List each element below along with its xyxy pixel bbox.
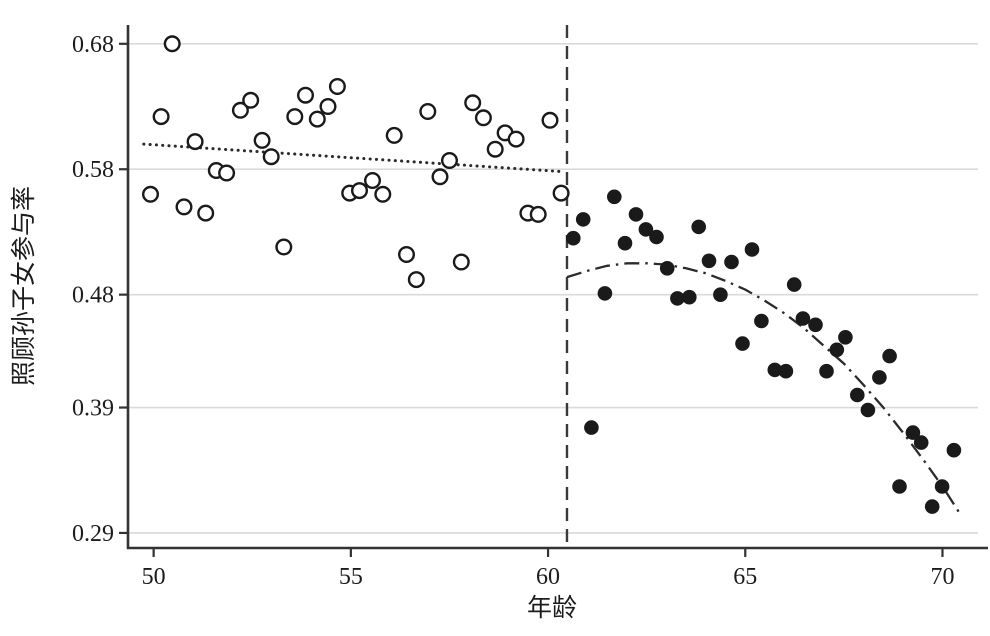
data-point-filled [795, 311, 811, 326]
data-point-open [297, 86, 315, 104]
data-point-filled [778, 363, 794, 379]
data-point-filled [819, 363, 834, 379]
data-point-filled [691, 219, 706, 235]
data-point-open [351, 182, 369, 200]
data-point-filled [575, 212, 591, 227]
data-point-filled [829, 342, 845, 358]
data-point-filled [597, 286, 613, 301]
y-tick-label: 0.29 [72, 521, 114, 547]
data-point-open [385, 126, 403, 144]
data-point-open [275, 238, 293, 256]
data-point-open [253, 131, 271, 149]
data-point-open [529, 205, 547, 223]
data-point-filled [934, 479, 950, 494]
y-tick-label: 0.39 [72, 396, 114, 422]
x-tick-label: 60 [536, 564, 560, 590]
data-point-open [431, 168, 449, 186]
data-point-filled [649, 229, 664, 245]
data-point-open [452, 253, 470, 271]
data-point-open [308, 110, 326, 128]
data-points-layer [141, 35, 962, 514]
data-point-filled [786, 277, 802, 292]
data-point-filled [924, 499, 940, 514]
y-axis-label: 照顾孙子女参与率 [10, 186, 38, 386]
data-point-open [419, 102, 437, 120]
data-point-open [141, 185, 159, 203]
data-point-filled [767, 362, 783, 378]
data-point-open [407, 271, 425, 289]
data-point-open [152, 108, 170, 126]
tick-labels-layer: 0.29 0.39 0.48 0.58 0.68 50 55 60 65 70 [72, 32, 954, 590]
data-point-open [364, 171, 382, 189]
data-point-filled [670, 291, 685, 306]
data-point-open [486, 140, 504, 158]
x-axis-label: 年龄 [527, 594, 577, 622]
data-point-filled [735, 336, 750, 351]
data-point-filled [701, 253, 717, 269]
data-point-open [464, 94, 482, 112]
data-point-open [242, 91, 260, 109]
left-fit-dotted-line [142, 142, 566, 174]
axes-layer [119, 25, 988, 557]
x-tick-label: 50 [142, 564, 166, 590]
data-point-filled [808, 317, 823, 333]
data-point-open [175, 198, 193, 216]
x-tick-label: 65 [733, 564, 757, 590]
data-point-filled [913, 435, 929, 450]
data-point-filled [566, 230, 581, 246]
data-point-filled [584, 420, 599, 435]
data-point-filled [638, 222, 654, 237]
data-point-filled [659, 261, 675, 276]
gridlines [128, 43, 978, 534]
data-point-filled [754, 313, 769, 329]
data-point-filled [946, 442, 962, 458]
data-point-filled [682, 289, 697, 305]
data-point-filled [905, 425, 921, 440]
right-fit-dashdot-curve [566, 262, 962, 515]
data-point-open [186, 133, 204, 151]
data-point-open [163, 35, 181, 53]
data-point-open [197, 204, 215, 222]
data-point-filled [872, 370, 887, 385]
y-tick-label: 0.68 [72, 32, 114, 58]
data-point-filled [744, 242, 760, 257]
data-point-open [319, 97, 337, 115]
x-tick-label: 70 [930, 564, 954, 590]
data-point-open [398, 245, 416, 263]
x-tick-label: 55 [339, 564, 363, 590]
data-point-filled [607, 189, 622, 205]
data-point-open [286, 108, 304, 126]
data-point-open [441, 151, 459, 169]
data-point-filled [713, 287, 728, 303]
data-point-open [262, 148, 280, 166]
y-tick-label: 0.48 [72, 283, 114, 309]
data-point-open [231, 101, 249, 119]
data-point-filled [882, 348, 897, 364]
data-point-filled [892, 479, 907, 494]
data-point-filled [850, 387, 865, 403]
data-point-filled [628, 207, 644, 222]
fit-lines-layer [142, 142, 962, 515]
data-point-open [541, 111, 559, 129]
data-point-open [507, 130, 525, 148]
data-point-filled [724, 254, 739, 270]
data-point-open [218, 164, 236, 182]
data-point-open [374, 185, 392, 203]
data-point-filled [838, 330, 853, 345]
data-point-open [552, 184, 570, 202]
data-point-open [474, 109, 492, 127]
y-tick-label: 0.58 [72, 157, 114, 183]
data-point-open [328, 77, 346, 95]
data-point-filled [617, 235, 633, 251]
data-point-filled [860, 402, 876, 418]
